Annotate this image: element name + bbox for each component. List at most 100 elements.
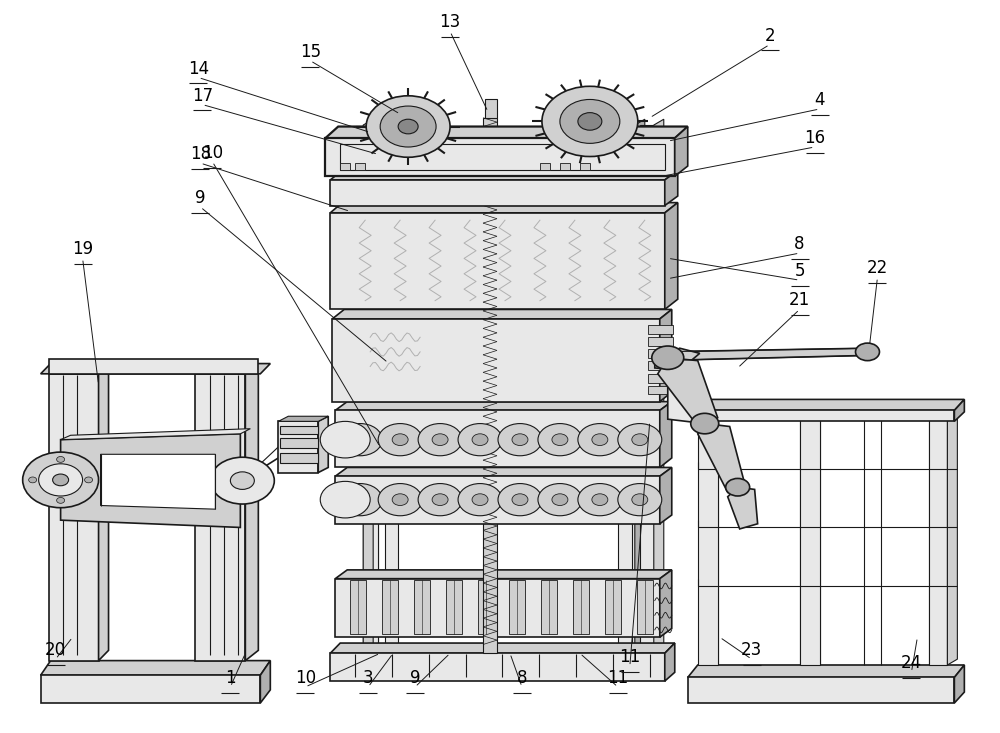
Circle shape: [210, 457, 274, 504]
Text: 16: 16: [804, 129, 825, 147]
Polygon shape: [99, 365, 109, 660]
Bar: [648, 337, 673, 346]
Polygon shape: [954, 665, 964, 703]
Polygon shape: [363, 119, 373, 653]
Circle shape: [458, 424, 502, 456]
Text: 10: 10: [295, 669, 316, 687]
Text: 21: 21: [789, 292, 810, 309]
Polygon shape: [335, 476, 660, 524]
Circle shape: [366, 96, 450, 158]
Polygon shape: [325, 127, 688, 139]
Circle shape: [578, 113, 602, 130]
Circle shape: [578, 484, 622, 516]
Polygon shape: [509, 580, 525, 633]
Polygon shape: [665, 171, 678, 205]
Polygon shape: [330, 643, 675, 653]
Bar: [648, 361, 673, 370]
Circle shape: [320, 421, 370, 458]
Polygon shape: [728, 487, 758, 529]
Text: 15: 15: [300, 43, 321, 61]
Bar: [340, 144, 665, 171]
Polygon shape: [688, 677, 954, 703]
Circle shape: [338, 424, 382, 456]
Circle shape: [552, 494, 568, 506]
Polygon shape: [41, 364, 270, 374]
Polygon shape: [363, 125, 378, 653]
Text: 14: 14: [188, 59, 209, 78]
Polygon shape: [660, 570, 672, 637]
Polygon shape: [446, 580, 462, 633]
Text: 5: 5: [794, 262, 805, 280]
Circle shape: [338, 484, 382, 516]
Polygon shape: [573, 580, 589, 633]
Circle shape: [57, 457, 65, 463]
Polygon shape: [929, 410, 947, 665]
Text: 19: 19: [72, 240, 93, 258]
Polygon shape: [61, 434, 240, 528]
Circle shape: [618, 424, 662, 456]
Text: 8: 8: [794, 235, 805, 253]
Bar: [355, 163, 365, 171]
Circle shape: [392, 494, 408, 506]
Circle shape: [380, 106, 436, 147]
Polygon shape: [675, 127, 688, 176]
Polygon shape: [350, 580, 366, 633]
Polygon shape: [620, 125, 635, 653]
Circle shape: [578, 424, 622, 456]
Polygon shape: [278, 421, 318, 473]
Polygon shape: [335, 410, 660, 468]
Circle shape: [352, 494, 368, 506]
Circle shape: [498, 424, 542, 456]
Circle shape: [632, 494, 648, 506]
Circle shape: [378, 424, 422, 456]
Bar: [580, 163, 590, 171]
Bar: [540, 163, 550, 171]
Polygon shape: [332, 319, 660, 402]
Circle shape: [352, 434, 368, 446]
Polygon shape: [688, 399, 964, 410]
Circle shape: [320, 482, 370, 518]
Circle shape: [57, 498, 65, 504]
Polygon shape: [655, 348, 867, 361]
Text: 20: 20: [45, 641, 66, 659]
Circle shape: [512, 494, 528, 506]
Circle shape: [856, 343, 879, 361]
Polygon shape: [660, 402, 672, 468]
Circle shape: [432, 494, 448, 506]
Circle shape: [230, 472, 254, 490]
Bar: [648, 349, 673, 358]
Polygon shape: [335, 402, 672, 410]
Polygon shape: [660, 468, 672, 524]
Circle shape: [472, 494, 488, 506]
Text: 8: 8: [517, 669, 527, 687]
Text: 24: 24: [901, 655, 922, 672]
Circle shape: [23, 452, 99, 508]
Circle shape: [691, 413, 719, 434]
Circle shape: [472, 434, 488, 446]
Circle shape: [542, 86, 638, 157]
Circle shape: [398, 119, 418, 134]
Polygon shape: [541, 580, 557, 633]
Text: 3: 3: [363, 669, 373, 687]
Circle shape: [538, 424, 582, 456]
Polygon shape: [335, 468, 672, 476]
Bar: [280, 427, 318, 434]
Circle shape: [418, 424, 462, 456]
Polygon shape: [640, 125, 654, 653]
Polygon shape: [655, 348, 700, 370]
Polygon shape: [245, 365, 258, 660]
Bar: [340, 163, 350, 171]
Polygon shape: [330, 202, 678, 213]
Text: 11: 11: [607, 669, 628, 687]
Bar: [648, 386, 673, 394]
Circle shape: [418, 484, 462, 516]
Text: 23: 23: [741, 641, 762, 659]
Circle shape: [538, 484, 582, 516]
Bar: [648, 325, 673, 334]
Circle shape: [39, 464, 83, 496]
Text: 4: 4: [814, 91, 825, 109]
Polygon shape: [318, 416, 328, 473]
Bar: [485, 100, 497, 118]
Circle shape: [632, 434, 648, 446]
Polygon shape: [385, 125, 398, 653]
